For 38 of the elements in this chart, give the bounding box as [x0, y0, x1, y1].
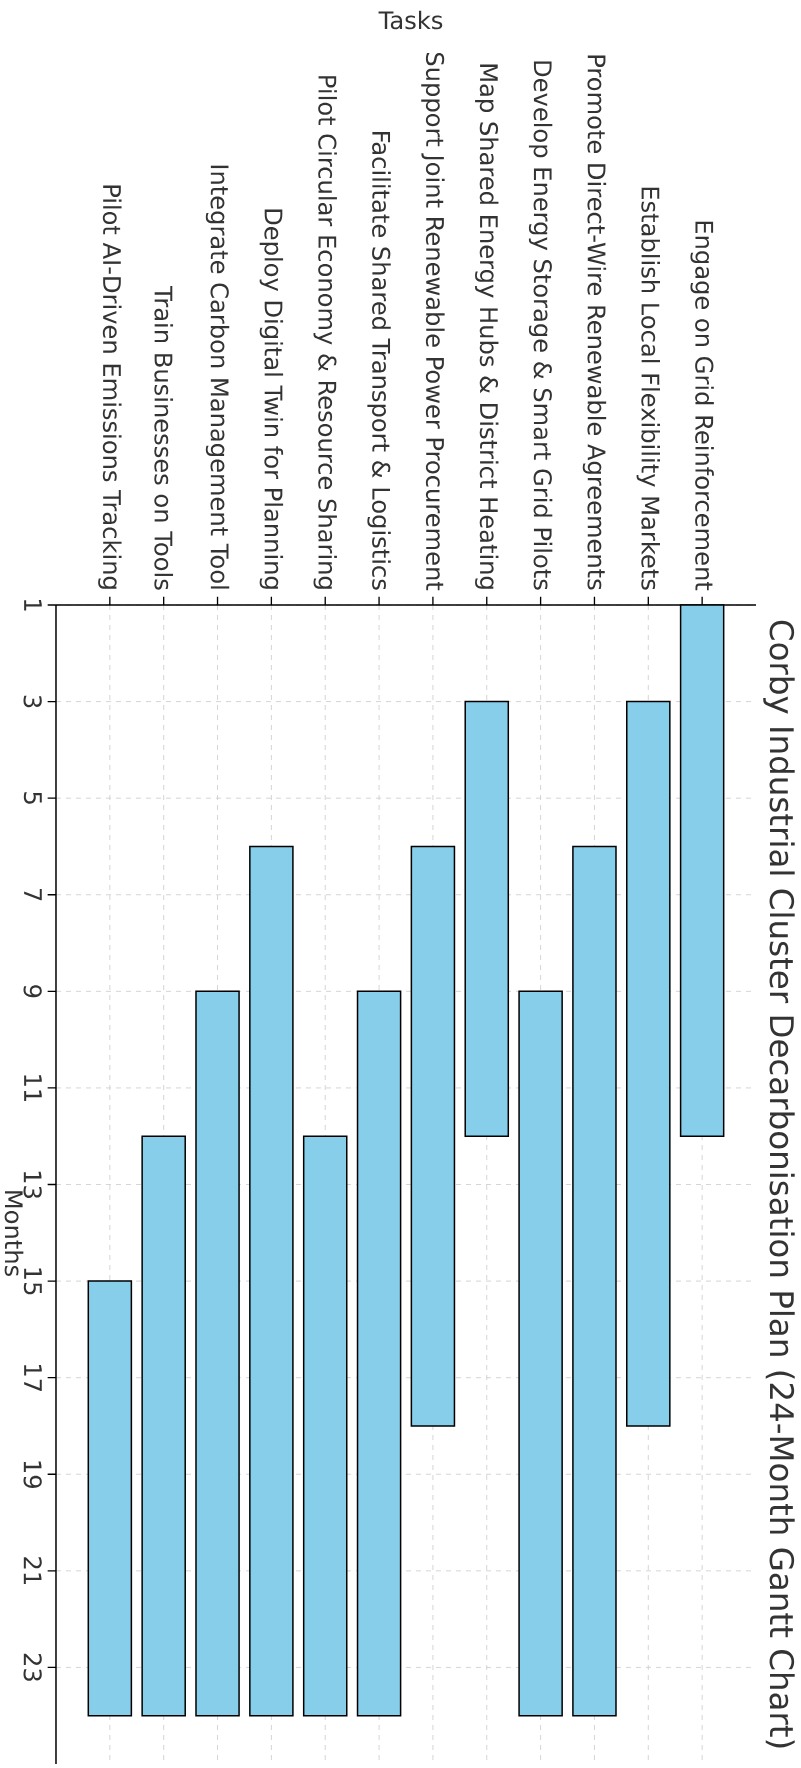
y-tick-label: 21	[23, 1557, 42, 1584]
x-tick-label: Engage on Grid Reinforcement	[690, 221, 714, 591]
y-tick-label: 5	[23, 792, 42, 804]
y-axis-title: Months	[4, 1191, 24, 1277]
x-tick-label: Integrate Carbon Management Tool	[205, 165, 230, 589]
x-tick-label: Deploy Digital Twin for Planning	[259, 209, 284, 589]
bar	[302, 1135, 348, 1717]
bar	[141, 1135, 186, 1717]
x-tick-label: Train Businesses on Tools	[154, 286, 174, 590]
y-tick-label: 7	[24, 889, 42, 901]
y-tick-label: 19	[23, 1461, 42, 1488]
bar	[626, 700, 671, 1427]
y-tick-label: 23	[23, 1653, 42, 1681]
y-tick-label: 3	[23, 695, 42, 708]
y-tick-label: 13	[23, 1171, 42, 1198]
bar	[572, 845, 617, 1717]
x-tick-label: Map Shared Energy Hubs & District Heating	[475, 64, 499, 589]
y-tick-label: 1	[24, 599, 42, 611]
bar	[410, 845, 456, 1427]
text: Corby Industrial Cluster Decarbonisation Plan (24-Month Gantt Chart)	[763, 620, 795, 1748]
y-tick-label: 15	[23, 1268, 42, 1295]
x-tick-label: Pilot AI-Driven Emissions Tracking	[98, 185, 122, 589]
y-tick-label: 11	[24, 1075, 42, 1102]
x-axis-title: Tasks	[378, 10, 443, 30]
y-tick-label: 9	[23, 985, 42, 998]
y-tick-label: 17	[24, 1364, 42, 1391]
x-tick-label: Promote Direct-Wire Renewable Agreements	[582, 55, 607, 590]
bar	[464, 700, 510, 1137]
bar	[87, 1280, 133, 1717]
x-tick-label: Develop Energy Storage & Smart Grid Pilots	[528, 61, 553, 590]
x-tick-label: Pilot Circular Economy & Resource Sharing	[313, 76, 337, 589]
x-tick-label: Support Joint Renewable Power Procurement	[421, 52, 445, 591]
bar	[518, 990, 563, 1717]
x-tick-label: Establish Local Flexibility Markets	[636, 187, 661, 590]
x-tick-label: Facilitate Shared Transport & Logistics	[367, 132, 391, 590]
bar	[249, 845, 294, 1717]
bar	[356, 990, 402, 1717]
bar	[195, 990, 240, 1717]
